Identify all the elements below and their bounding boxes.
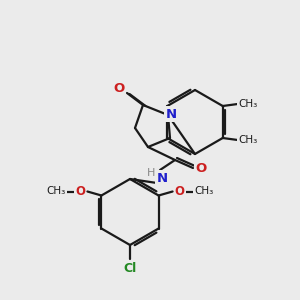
Text: O: O bbox=[113, 82, 124, 94]
Text: CH₃: CH₃ bbox=[238, 135, 257, 145]
Text: O: O bbox=[195, 163, 207, 176]
Text: CH₃: CH₃ bbox=[238, 99, 257, 109]
Text: CH₃: CH₃ bbox=[194, 187, 213, 196]
Text: Cl: Cl bbox=[123, 262, 136, 275]
Text: H: H bbox=[147, 168, 155, 178]
Text: N: N bbox=[165, 107, 177, 121]
Text: N: N bbox=[156, 172, 168, 184]
Text: CH₃: CH₃ bbox=[47, 187, 66, 196]
Text: O: O bbox=[175, 185, 184, 198]
Text: O: O bbox=[75, 185, 85, 198]
